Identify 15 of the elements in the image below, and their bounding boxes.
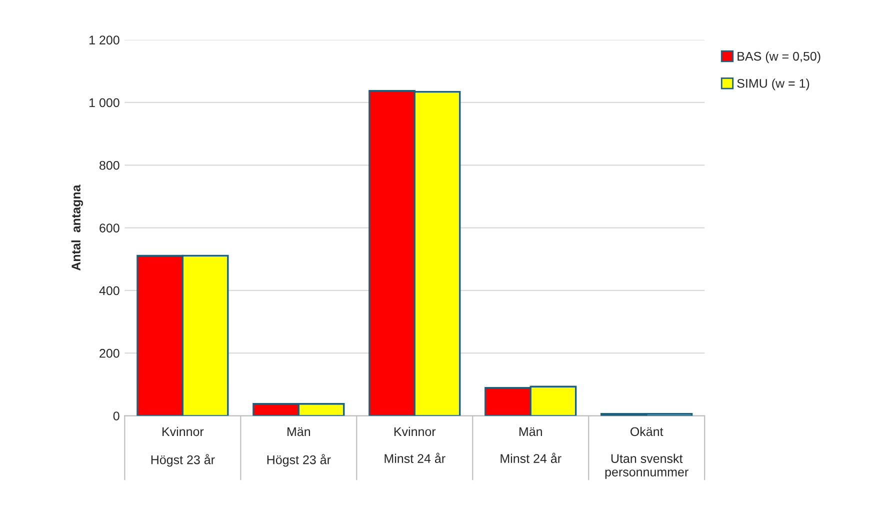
y-tick-label: 800 bbox=[100, 160, 120, 170]
category-label: Okänt Utan svenskt personnummer bbox=[605, 426, 688, 479]
y-tick-label: 400 bbox=[99, 286, 120, 296]
legend-label: SIMU (w = 1) bbox=[737, 78, 810, 90]
category-label: Kvinnor Minst 24 år bbox=[384, 426, 446, 463]
legend-label: BAS (w = 0,50) bbox=[738, 52, 820, 64]
y-tick-label: 1 000 bbox=[90, 98, 120, 108]
y-axis-title: Antal antagna bbox=[71, 184, 83, 271]
y-tick-label: 600 bbox=[100, 224, 120, 232]
y-tick-label: 1 200 bbox=[90, 36, 120, 44]
category-label: Kvinnor Högst 23 år bbox=[151, 426, 215, 467]
category-label: Män Högst 23 år bbox=[267, 427, 331, 467]
category-label: Män Minst 24 år bbox=[500, 427, 562, 463]
y-tick-label: 0 bbox=[113, 412, 120, 420]
y-tick-label: 200 bbox=[100, 348, 120, 358]
